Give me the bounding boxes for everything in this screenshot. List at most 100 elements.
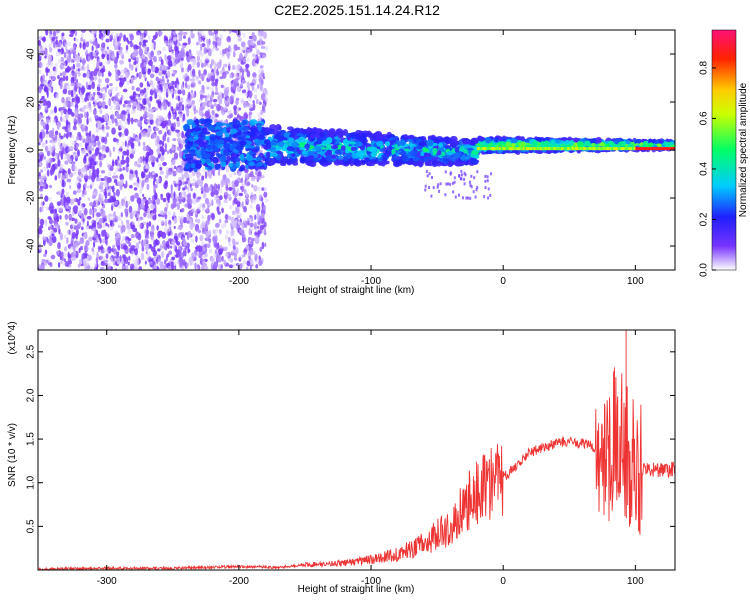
spectrogram-cell xyxy=(254,214,257,221)
spectrogram-cell xyxy=(148,83,151,88)
spectrogram-cell xyxy=(248,256,251,261)
spectrogram-cell xyxy=(165,255,168,262)
spectrogram-cell xyxy=(256,225,260,230)
spectrogram-cell xyxy=(218,248,223,255)
spectrogram-cell xyxy=(130,117,134,125)
spectrogram-cell xyxy=(215,113,219,118)
spectrogram-cell xyxy=(227,52,230,60)
spectrogram-cell xyxy=(229,173,233,178)
spectrogram-cell xyxy=(86,111,89,119)
spectrogram-cell xyxy=(94,99,98,104)
spectrogram-cell xyxy=(240,48,244,53)
spectrogram-cell xyxy=(45,218,48,227)
spectrogram-cell xyxy=(83,233,87,238)
spectrogram-cell xyxy=(78,142,82,147)
spectrogram-cell xyxy=(45,146,49,153)
spectrogram-cell xyxy=(45,139,48,144)
spectrogram-cell xyxy=(256,236,260,241)
spectrogram-cell xyxy=(248,105,252,110)
spectrogram-cell xyxy=(188,174,192,179)
spectrogram-cell xyxy=(249,240,254,245)
spectrogram-cell xyxy=(132,170,135,179)
spectrogram-cell xyxy=(48,238,53,247)
spectrogram-cell xyxy=(205,186,210,193)
spectrogram-cell xyxy=(49,70,53,75)
spectrogram-cell xyxy=(177,89,182,95)
spectrogram-cell xyxy=(80,107,86,113)
spectrogram-cell xyxy=(77,72,81,77)
spectrogram-cell xyxy=(138,265,143,270)
spectrogram-cell xyxy=(154,192,158,200)
spectrogram-cell xyxy=(115,188,120,197)
spectrogram-cell xyxy=(103,50,107,55)
spectrogram-cell xyxy=(48,205,53,211)
spectrogram-cell xyxy=(237,57,242,62)
spectrogram-cell xyxy=(119,254,122,262)
spectrogram-cell xyxy=(38,105,42,110)
spectrogram-cell xyxy=(185,99,189,104)
spectrogram-cell xyxy=(182,89,186,96)
spectrogram-cell xyxy=(75,232,78,240)
spectrogram-cell xyxy=(120,46,123,51)
spectrogram-cell xyxy=(104,182,108,187)
spectrogram-cell xyxy=(44,55,47,59)
spectrogram-cell xyxy=(69,59,73,64)
spectrogram-cell xyxy=(182,187,186,191)
spectrogram-cell xyxy=(85,262,89,267)
spectrogram-cell xyxy=(109,195,115,204)
spectrogram-cell xyxy=(146,97,150,105)
spectrogram-cell xyxy=(91,96,95,101)
spectrogram-cell xyxy=(197,229,201,234)
spectrogram-cell xyxy=(56,201,62,207)
spectrogram-cell xyxy=(237,221,243,225)
spectrogram-cell xyxy=(132,227,138,233)
spectrogram-cell xyxy=(39,150,43,155)
spectrogram-cell xyxy=(44,259,47,266)
spectrogram-cell xyxy=(115,74,118,80)
spectrogram-cell xyxy=(246,260,251,267)
spectrogram-cell xyxy=(140,73,143,77)
spectrogram-cell xyxy=(199,90,203,95)
spectrogram-cell xyxy=(130,76,134,84)
spectrogram-cell xyxy=(235,46,241,51)
spectrogram-cell xyxy=(117,91,121,96)
spectrogram-cell xyxy=(187,63,192,71)
spectrogram-cell xyxy=(116,215,120,220)
spectrogram-cell xyxy=(224,219,229,224)
spectrogram-cell xyxy=(136,104,141,111)
spectrogram-cell xyxy=(55,94,59,99)
spectrogram-cell xyxy=(170,88,174,95)
spectrogram-cell xyxy=(201,72,205,81)
spectrogram-cell xyxy=(129,195,135,202)
spectrogram-cell xyxy=(174,44,178,52)
spectrogram-cell xyxy=(102,128,106,133)
spectrogram-cell xyxy=(258,259,263,266)
spectrogram-cell xyxy=(133,48,137,53)
spectrogram-cell xyxy=(142,193,145,197)
spectrogram-cell xyxy=(154,91,158,100)
spectrogram-cell xyxy=(49,149,53,154)
spectrogram-cell xyxy=(59,206,63,211)
spectrogram-cell xyxy=(193,192,196,199)
spectrogram-cell xyxy=(126,149,130,157)
spectrogram-cell xyxy=(218,202,222,207)
spectrogram-cell xyxy=(45,30,49,36)
spectrogram-cell xyxy=(216,103,221,112)
spectrogram-cell xyxy=(129,148,133,153)
spectrogram-cell xyxy=(169,82,173,87)
spectrogram-cell xyxy=(107,70,111,77)
spectrogram-cell xyxy=(97,196,103,203)
spectrogram-cell xyxy=(168,130,172,135)
spectrogram-cell xyxy=(116,98,120,103)
spectrogram-cell xyxy=(164,210,168,215)
spectrogram-cell xyxy=(101,238,106,244)
spectrogram-cell xyxy=(125,71,129,79)
spectrogram-cell xyxy=(86,220,89,227)
spectrogram-cell xyxy=(48,87,52,92)
spectrogram-cell xyxy=(265,198,269,203)
spectrogram-cell xyxy=(97,213,102,217)
spectrogram-cell xyxy=(158,139,163,145)
spectrogram-cell xyxy=(128,242,132,247)
spectrogram-cell xyxy=(234,211,238,216)
spectrogram-cell xyxy=(253,184,258,192)
